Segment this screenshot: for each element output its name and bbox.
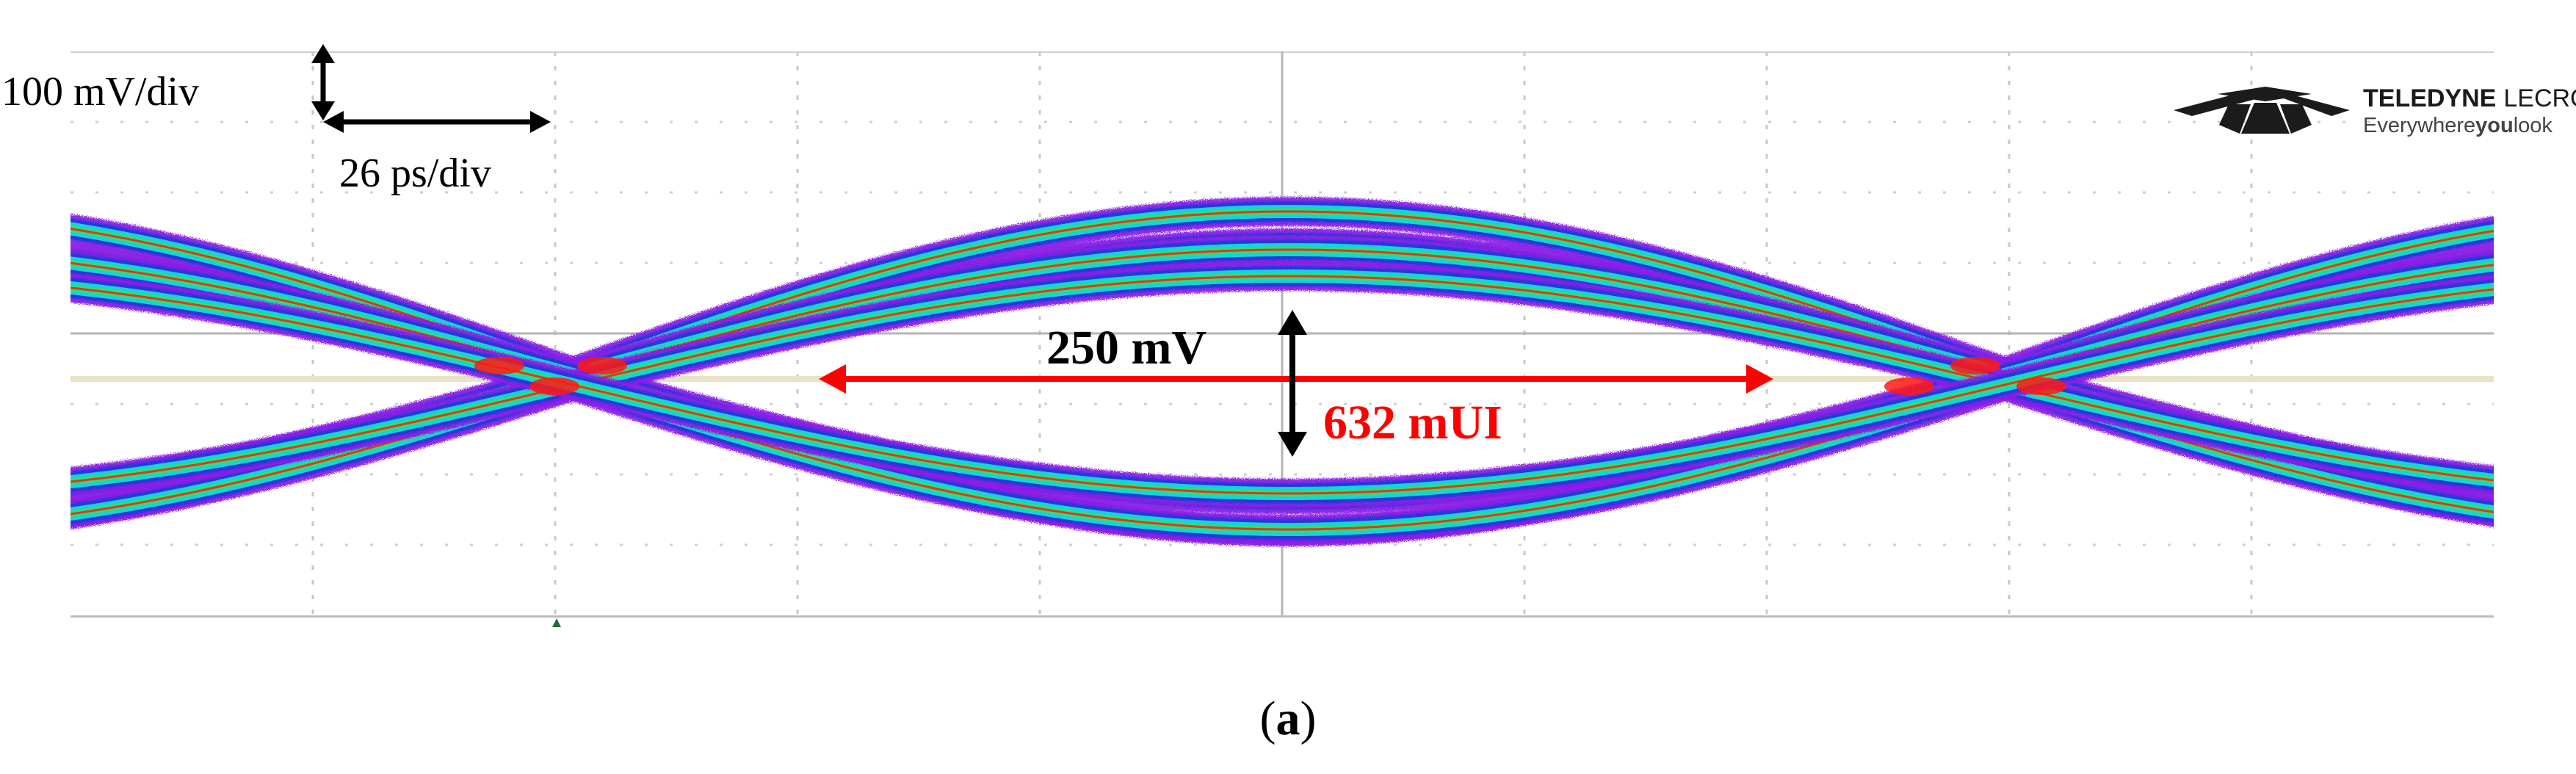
screen-border-bottom xyxy=(70,615,2494,618)
trace-stroke xyxy=(70,275,2494,483)
logo-name-bold: TELEDYNE xyxy=(2363,84,2496,112)
eye-height-label: 250 mV xyxy=(1046,321,1206,375)
logo-tagline-b: you xyxy=(2475,114,2514,137)
crossing-hotspot xyxy=(474,357,524,375)
crossing-hotspot xyxy=(529,377,579,395)
scale-annotations: 100 mV/div 26 ps/div xyxy=(1,44,551,196)
caption-open: ( xyxy=(1260,692,1276,745)
caption-close: ) xyxy=(1300,692,1317,745)
crossing-hotspot xyxy=(577,357,627,375)
logo-wordmark: TELEDYNELECROY xyxy=(2363,84,2576,112)
crossing-hotspot xyxy=(2016,377,2066,395)
horizontal-scale-label: 26 ps/div xyxy=(339,151,491,196)
measurements: 250 mV 632 mUI xyxy=(819,310,1773,457)
teledyne-lecroy-logo: TELEDYNELECROY Everywhereyoulook xyxy=(2174,84,2576,137)
logo-tagline: Everywhereyoulook xyxy=(2363,114,2553,137)
logo-name-light: LECROY xyxy=(2503,84,2576,112)
eye-width-label: 632 mUI xyxy=(1323,396,1502,449)
logo-tagline-a: Everywhere xyxy=(2363,114,2475,137)
logo-tagline-c: look xyxy=(2514,114,2553,137)
horizontal-scale-arrow xyxy=(323,111,551,133)
vertical-scale-arrow xyxy=(311,44,335,120)
vertical-scale-label: 100 mV/div xyxy=(1,69,199,115)
trigger-marker xyxy=(552,618,561,627)
crossing-hotspot xyxy=(1950,357,2000,375)
eye-height-arrow xyxy=(1278,310,1307,457)
eye-traces xyxy=(70,197,2494,546)
trace-stroke xyxy=(70,286,2494,495)
figure-caption: (a) xyxy=(1260,692,1317,745)
eye-width-arrow xyxy=(819,364,1773,394)
trace-lower-outer xyxy=(70,261,2494,508)
teledyne-logo-mark xyxy=(2174,87,2350,134)
crossing-hotspot xyxy=(1884,377,1934,395)
caption-letter: a xyxy=(1276,692,1300,745)
